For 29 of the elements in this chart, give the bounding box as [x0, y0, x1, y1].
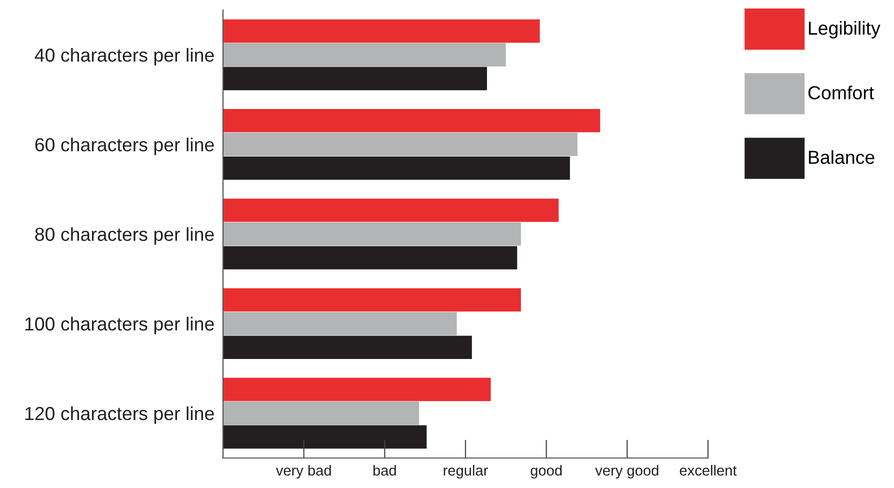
text: very bad — [276, 464, 331, 479]
y-tick-label: 60 characters per line — [35, 138, 214, 156]
y-tick-label: 80 characters per line — [35, 227, 214, 245]
legend-label: Comfort — [808, 86, 874, 100]
bar — [223, 378, 491, 402]
bar — [223, 222, 521, 246]
legend-label: Balance — [808, 150, 874, 164]
text: bad — [373, 464, 396, 476]
bar — [223, 425, 427, 449]
bar — [223, 132, 578, 156]
y-tick-label: 100 characters per line — [25, 316, 214, 334]
y-tick-label: 40 characters per line — [34, 48, 214, 66]
bar — [223, 288, 521, 312]
bar — [223, 198, 559, 222]
bar — [223, 336, 472, 359]
bar — [223, 312, 457, 336]
text: very good — [595, 464, 658, 479]
bar — [223, 66, 487, 90]
bar — [223, 246, 518, 270]
text: regular — [444, 464, 488, 479]
bar — [223, 156, 570, 180]
bar — [223, 19, 540, 43]
bar — [223, 109, 600, 132]
bar — [223, 402, 420, 425]
bar — [223, 43, 506, 66]
legend-label: Legibility — [808, 21, 880, 38]
text: excellent — [680, 464, 737, 476]
y-tick-label: 120 characters per line — [25, 406, 214, 424]
text: good — [530, 464, 562, 479]
